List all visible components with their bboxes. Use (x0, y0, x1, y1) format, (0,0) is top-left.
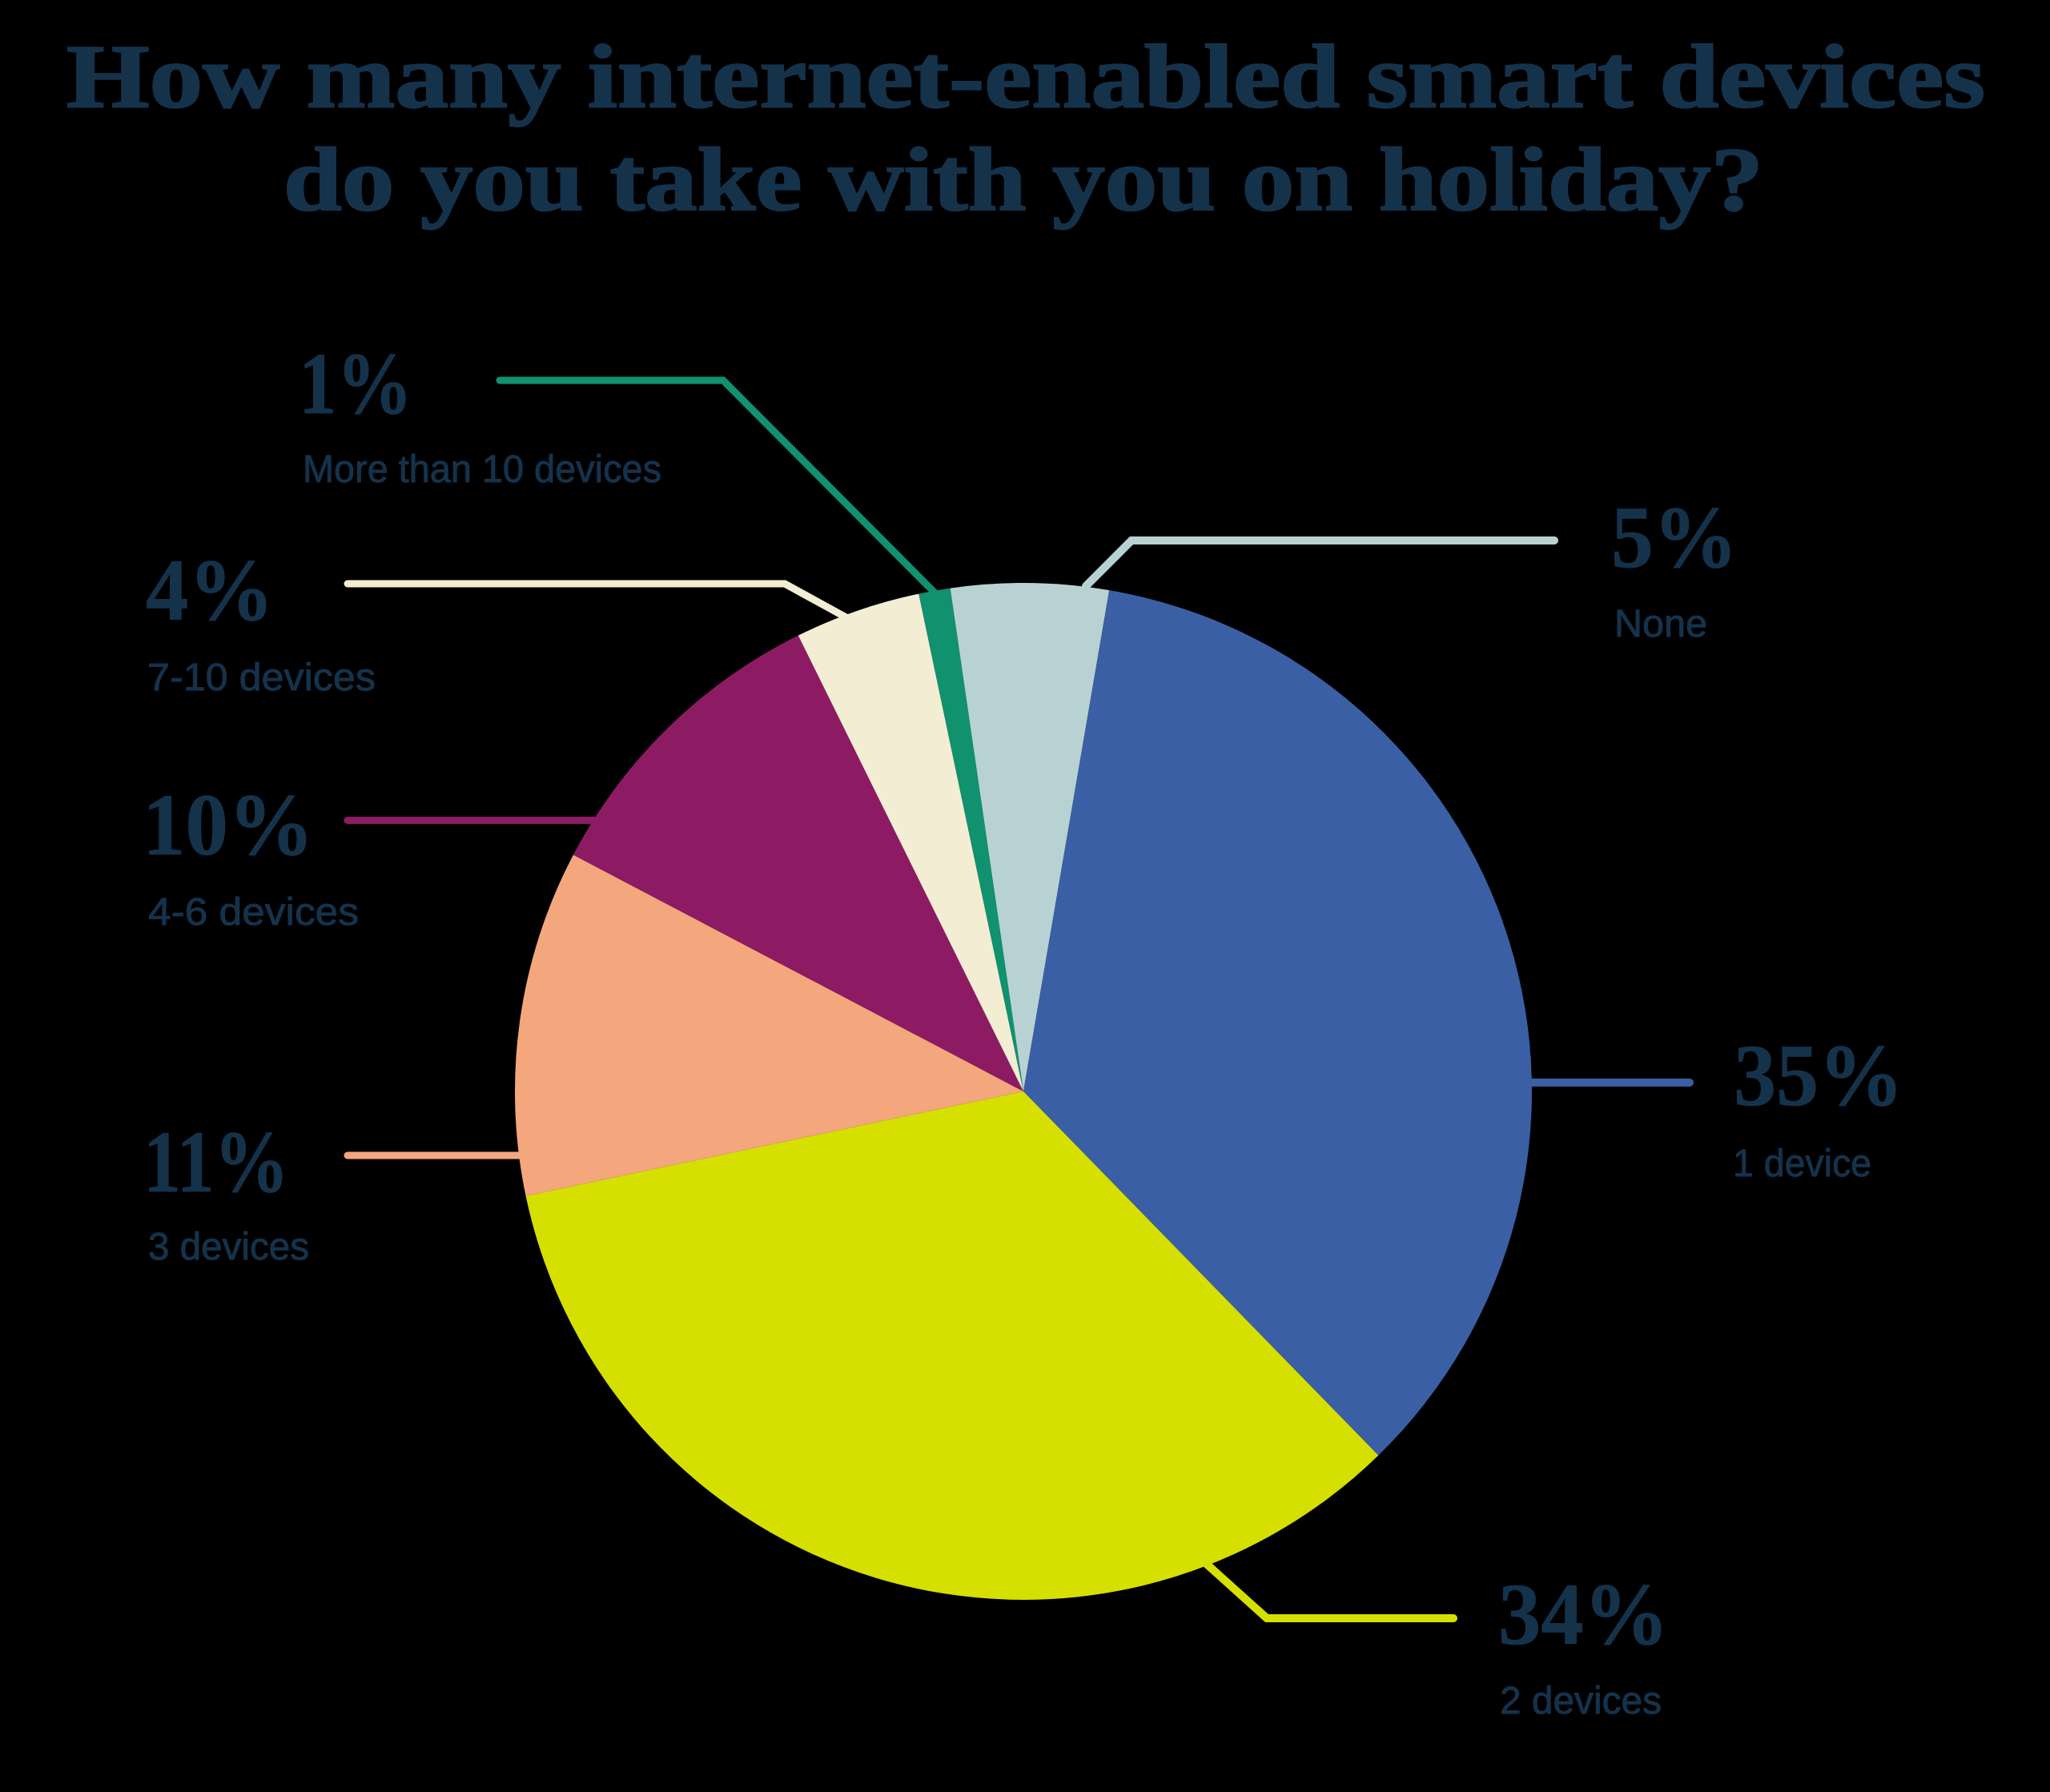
svg-text:3 devices: 3 devices (148, 1226, 309, 1268)
svg-text:11%: 11% (143, 1113, 289, 1211)
svg-text:1 device: 1 device (1733, 1143, 1871, 1185)
svg-text:1%: 1% (299, 335, 412, 432)
svg-text:10%: 10% (143, 776, 314, 874)
svg-text:None: None (1614, 603, 1707, 645)
svg-text:4-6 devices: 4-6 devices (148, 891, 359, 934)
svg-text:More than 10 devices: More than 10 devices (303, 448, 661, 491)
svg-text:How many internet-enabled smar: How many internet-enabled smart devices (66, 27, 1985, 127)
svg-text:do you take with you on holida: do you take with you on holiday? (283, 130, 1763, 230)
svg-text:7-10 devices: 7-10 devices (147, 657, 376, 699)
svg-text:34%: 34% (1498, 1565, 1669, 1663)
svg-text:4%: 4% (146, 541, 274, 639)
svg-text:5%: 5% (1611, 488, 1738, 586)
svg-text:2 devices: 2 devices (1500, 1680, 1662, 1722)
svg-text:35%: 35% (1734, 1027, 1903, 1124)
